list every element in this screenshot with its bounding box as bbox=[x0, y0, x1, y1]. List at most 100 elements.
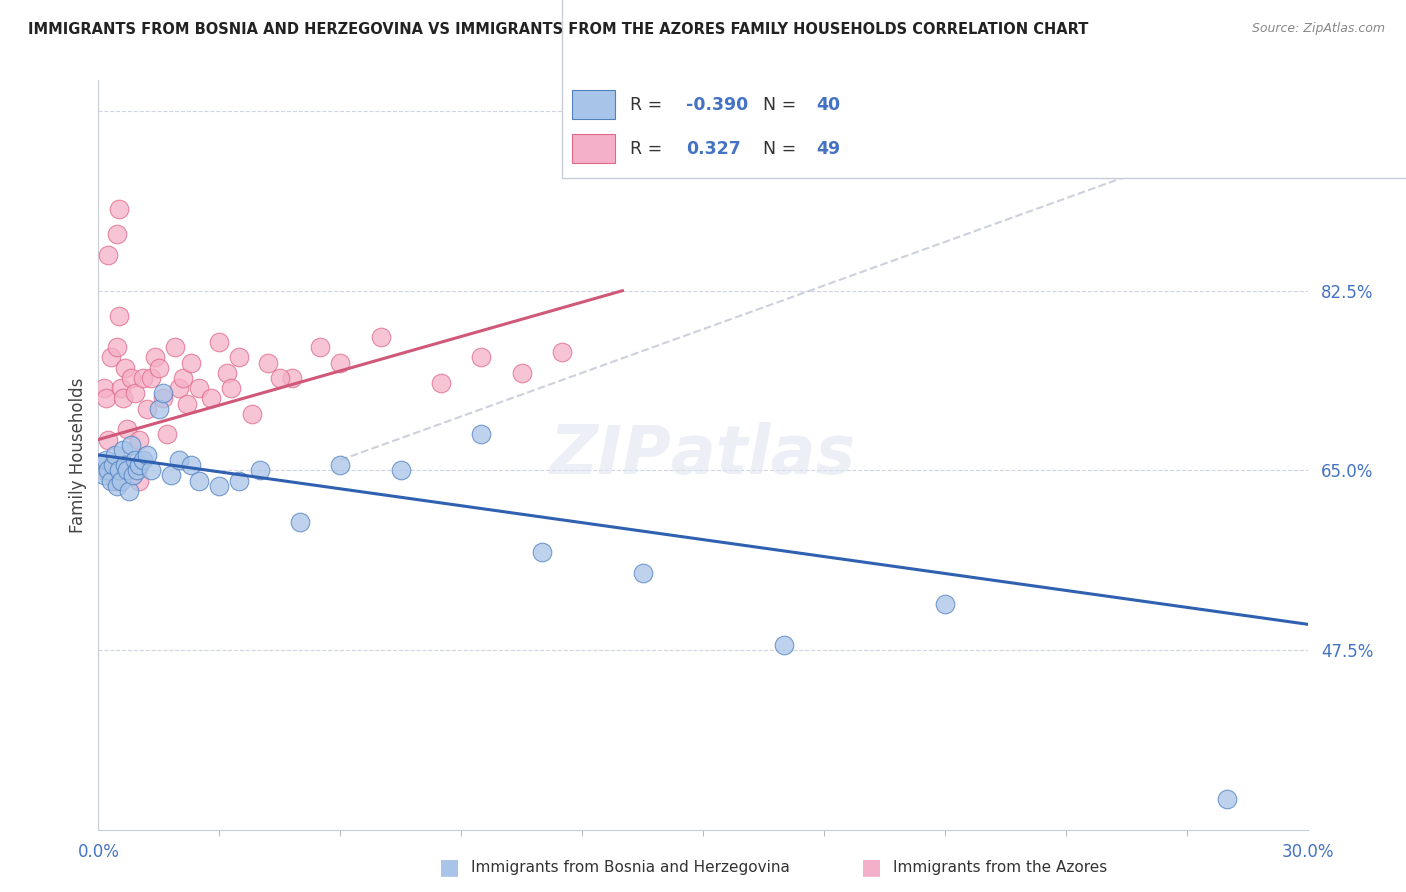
Point bbox=[105, 340, 128, 354]
Text: 49: 49 bbox=[815, 140, 841, 158]
Point bbox=[91, 458, 114, 473]
Point bbox=[110, 381, 132, 395]
Point bbox=[105, 479, 128, 493]
Point bbox=[139, 371, 162, 385]
Point bbox=[124, 386, 146, 401]
FancyBboxPatch shape bbox=[572, 135, 614, 163]
Point bbox=[221, 381, 243, 395]
Point bbox=[111, 442, 134, 457]
Point bbox=[389, 463, 412, 477]
Point bbox=[240, 407, 263, 421]
Point bbox=[288, 515, 311, 529]
Point bbox=[132, 453, 155, 467]
FancyBboxPatch shape bbox=[562, 0, 1406, 178]
Point bbox=[101, 458, 124, 473]
Point bbox=[249, 463, 271, 477]
Point bbox=[156, 427, 179, 442]
Point bbox=[148, 360, 170, 375]
Point bbox=[97, 433, 120, 447]
Point bbox=[107, 463, 129, 477]
Point bbox=[309, 340, 332, 354]
Point bbox=[115, 463, 138, 477]
Point bbox=[100, 351, 122, 365]
Point bbox=[1216, 791, 1239, 805]
Point bbox=[530, 545, 553, 559]
Point bbox=[772, 638, 794, 652]
Text: ZIP​atlas: ZIP​atlas bbox=[550, 422, 856, 488]
Text: Source: ZipAtlas.com: Source: ZipAtlas.com bbox=[1251, 22, 1385, 36]
Point bbox=[208, 479, 231, 493]
Point bbox=[256, 355, 278, 369]
Point bbox=[97, 463, 120, 477]
Text: ■: ■ bbox=[440, 857, 460, 877]
Point bbox=[96, 392, 118, 406]
Point bbox=[470, 351, 492, 365]
Point bbox=[510, 366, 533, 380]
Point bbox=[105, 227, 128, 242]
Point bbox=[120, 371, 142, 385]
Point bbox=[163, 340, 186, 354]
Point bbox=[128, 458, 150, 473]
Point bbox=[91, 463, 114, 477]
Point bbox=[180, 355, 202, 369]
Text: R =: R = bbox=[630, 95, 662, 113]
Point bbox=[139, 463, 162, 477]
Point bbox=[121, 468, 143, 483]
Point bbox=[228, 474, 250, 488]
Text: N =: N = bbox=[763, 95, 797, 113]
Point bbox=[430, 376, 453, 390]
Y-axis label: Family Households: Family Households bbox=[69, 377, 87, 533]
Point bbox=[135, 448, 157, 462]
Point bbox=[114, 458, 136, 473]
Point bbox=[110, 474, 132, 488]
Point bbox=[103, 448, 125, 462]
Text: -0.390: -0.390 bbox=[686, 95, 748, 113]
Point bbox=[143, 351, 166, 365]
Text: 0.327: 0.327 bbox=[686, 140, 741, 158]
Point bbox=[115, 422, 138, 436]
Point bbox=[329, 355, 352, 369]
Text: R =: R = bbox=[630, 140, 662, 158]
Point bbox=[148, 401, 170, 416]
Point bbox=[470, 427, 492, 442]
Point bbox=[188, 474, 211, 488]
Point bbox=[93, 381, 115, 395]
Point bbox=[160, 468, 183, 483]
Point bbox=[107, 202, 129, 216]
Point bbox=[200, 392, 222, 406]
Point bbox=[135, 401, 157, 416]
Point bbox=[101, 463, 124, 477]
Point bbox=[124, 453, 146, 467]
FancyBboxPatch shape bbox=[572, 90, 614, 119]
Text: ■: ■ bbox=[862, 857, 882, 877]
Point bbox=[107, 310, 129, 324]
Point bbox=[114, 360, 136, 375]
Point bbox=[111, 392, 134, 406]
Point bbox=[172, 371, 194, 385]
Point bbox=[281, 371, 304, 385]
Point bbox=[152, 386, 174, 401]
Point bbox=[934, 597, 956, 611]
Text: Immigrants from the Azores: Immigrants from the Azores bbox=[893, 860, 1107, 874]
Point bbox=[176, 396, 198, 410]
Text: Immigrants from Bosnia and Herzegovina: Immigrants from Bosnia and Herzegovina bbox=[471, 860, 790, 874]
Point bbox=[100, 474, 122, 488]
Point bbox=[132, 371, 155, 385]
Text: 40: 40 bbox=[815, 95, 841, 113]
Point bbox=[97, 248, 120, 262]
Point bbox=[152, 392, 174, 406]
Point bbox=[551, 345, 574, 359]
Point bbox=[180, 458, 202, 473]
Point bbox=[118, 483, 141, 498]
Point bbox=[269, 371, 291, 385]
Point bbox=[120, 437, 142, 451]
Point bbox=[370, 330, 392, 344]
Point bbox=[329, 458, 352, 473]
Point bbox=[631, 566, 654, 580]
Point bbox=[103, 474, 125, 488]
Point bbox=[125, 463, 148, 477]
Text: N =: N = bbox=[763, 140, 797, 158]
Point bbox=[96, 453, 118, 467]
Point bbox=[217, 366, 239, 380]
Point bbox=[167, 381, 190, 395]
